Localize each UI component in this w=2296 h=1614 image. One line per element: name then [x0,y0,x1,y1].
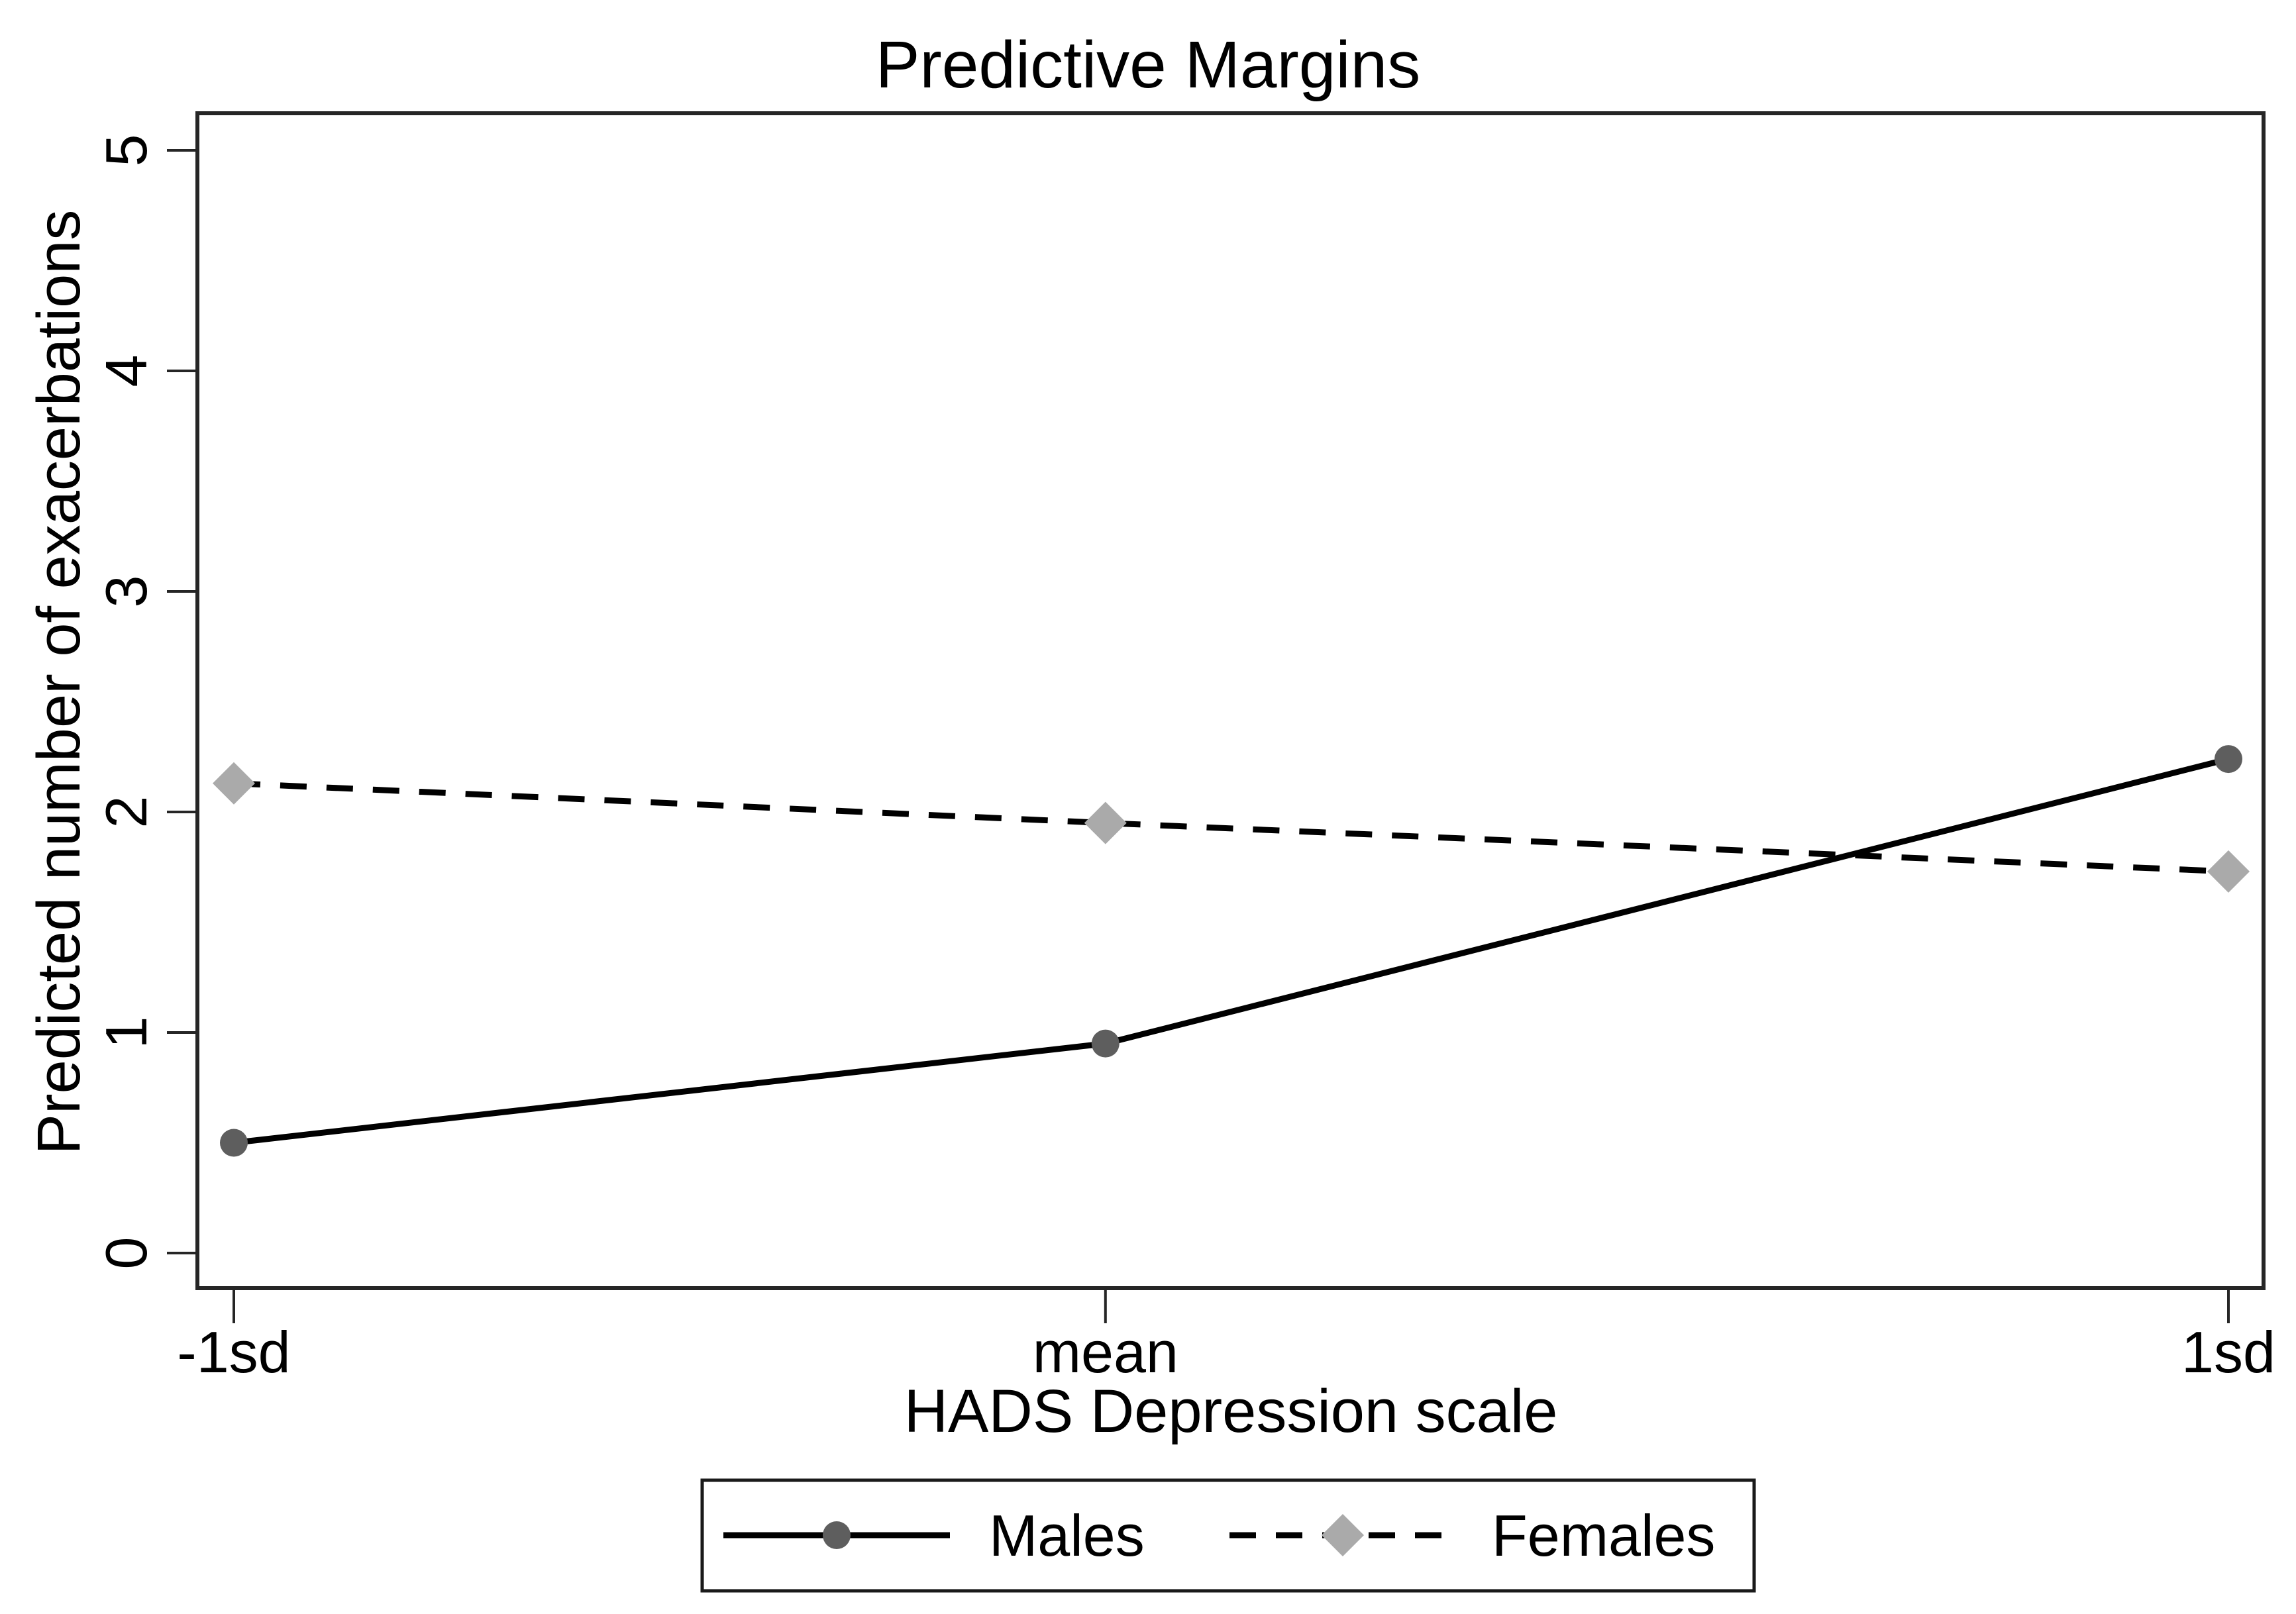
legend-layer: Males Females [700,1478,1756,1593]
x-tick-label: mean [1033,1319,1178,1385]
legend-item-females: Females [1229,1503,1715,1568]
axes-layer: 0 1 2 3 4 5 -1sd mean 1sd [93,111,2275,1385]
series-line-males [233,756,2230,1146]
series-line-females [233,780,2229,875]
marker-diamond-females [1084,801,1127,844]
marker-diamond-females [213,762,255,805]
x-axis-label: HADS Depression scale [904,1378,1558,1445]
legend-marker-diamond [1322,1514,1364,1556]
plot-border [195,111,2266,1290]
marker-diamond-females [2207,850,2250,893]
marker-circle-males [1091,1029,1120,1058]
marker-circle-males [2215,745,2242,774]
x-tick-label: 1sd [2181,1319,2275,1385]
legend-marker-circle [823,1521,851,1549]
legend-box [700,1478,1756,1593]
x-tick-label: -1sd [177,1319,290,1385]
y-tick-label: 1 [93,1017,159,1049]
y-tick-label: 0 [93,1237,159,1270]
series-layer [213,745,2250,1157]
legend-item-males: Males [723,1503,1145,1568]
legend-label: Males [989,1503,1145,1568]
chart-title: Predictive Margins [876,28,1421,102]
y-tick-label: 3 [93,576,159,608]
y-axis-label: Predicted number of exacerbations [25,210,93,1155]
marker-circle-males [220,1129,248,1157]
y-tick-label: 2 [93,796,159,829]
legend-label: Females [1492,1503,1715,1568]
y-tick-label: 5 [93,134,159,167]
y-tick-label: 4 [93,355,159,387]
